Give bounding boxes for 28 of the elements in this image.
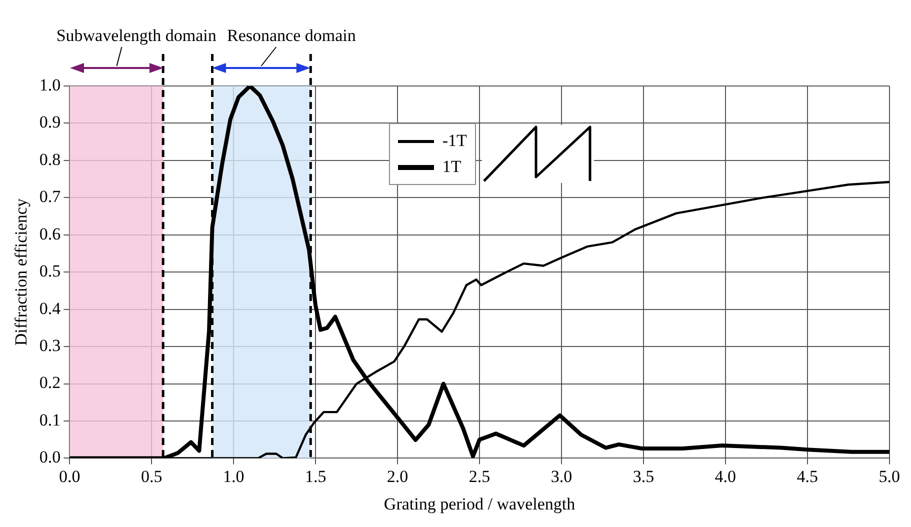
x-tick-label: 1.0: [222, 466, 244, 486]
x-tick-label: 3.0: [550, 466, 572, 486]
y-tick-label: 0.2: [39, 373, 61, 392]
y-tick-label: 0.6: [39, 224, 61, 244]
y-tick-label: 0.9: [39, 112, 61, 132]
y-tick-label: 0.3: [39, 336, 61, 356]
x-tick-label: 0.0: [59, 466, 80, 486]
y-tick-label: 0.1: [39, 410, 61, 430]
y-axis-title: Diffraction efficiency: [12, 198, 31, 346]
x-tick-label: 4.0: [714, 466, 736, 486]
y-tick-label: 1.0: [39, 75, 61, 94]
y-tick-label: 0.7: [39, 187, 62, 206]
y-tick-label: 0.8: [39, 150, 61, 169]
x-tick-label: 1.5: [304, 466, 326, 486]
band-label: Subwavelength domain: [56, 26, 216, 45]
x-tick-label: 2.5: [468, 466, 490, 486]
y-tick-label: 0.5: [39, 262, 61, 281]
band-label: Resonance domain: [227, 26, 356, 45]
legend-label: -1T: [442, 131, 467, 152]
x-tick-label: 5.0: [878, 466, 900, 486]
x-tick-label: 0.5: [140, 466, 162, 486]
y-tick-label: 0.0: [39, 448, 61, 467]
legend-label: 1T: [442, 157, 462, 178]
x-axis-title: Grating period / wavelength: [384, 494, 576, 514]
x-tick-label: 2.0: [386, 466, 408, 486]
y-tick-label: 0.4: [39, 298, 62, 318]
x-tick-label: 3.5: [632, 466, 654, 486]
x-tick-label: 4.5: [796, 466, 818, 486]
